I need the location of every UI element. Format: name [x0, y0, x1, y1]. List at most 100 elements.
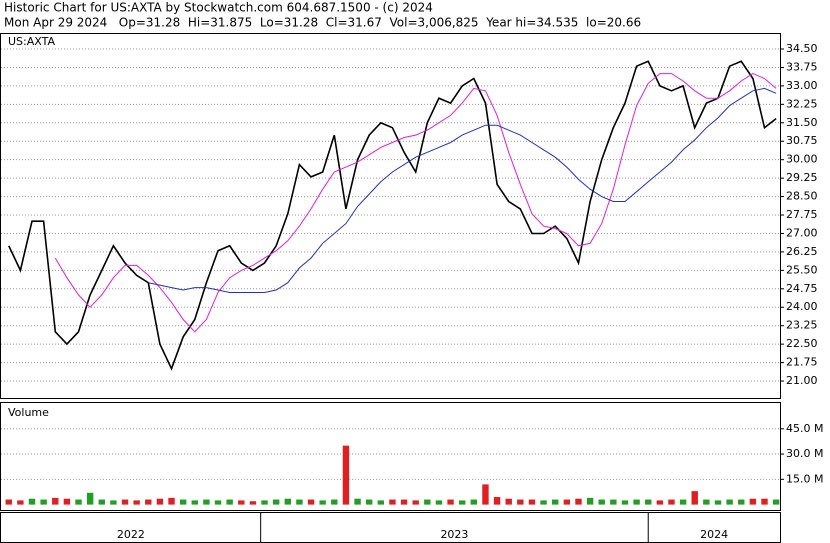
volume-bar: [459, 500, 466, 505]
quote-line: Mon Apr 29 2024 Op=31.28 Hi=31.875 Lo=31…: [4, 16, 641, 30]
y-tick-label: 24.00: [786, 300, 818, 313]
volume-bar: [691, 491, 698, 505]
volume-bar: [214, 500, 222, 505]
y-tick-label: 27.75: [786, 208, 818, 221]
volume-bar: [389, 499, 396, 505]
volume-bar: [40, 499, 47, 505]
volume-bar: [284, 498, 291, 505]
volume-bar: [424, 499, 431, 505]
volume-bar: [5, 499, 12, 505]
volume-bar: [17, 500, 24, 505]
volume-bar: [540, 500, 547, 505]
volume-bar: [586, 497, 594, 505]
volume-bar: [75, 499, 82, 505]
y-tick-label: 24.75: [786, 282, 818, 295]
volume-bar: [528, 499, 536, 505]
volume-bar: [238, 500, 245, 505]
y-tick-label: 26.25: [786, 245, 818, 258]
volume-bar: [679, 499, 687, 505]
volume-bar: [633, 499, 640, 505]
volume-bar: [86, 492, 94, 505]
x-tick-label: 2022: [117, 528, 145, 541]
moving-average-line: [148, 87, 777, 293]
symbol-label: US:AXTA: [8, 35, 55, 48]
moving-average-line: [54, 73, 777, 333]
price-line: [8, 60, 777, 371]
volume-bar: [168, 497, 175, 505]
volume-bar: [505, 498, 512, 505]
volume-bar: [493, 497, 501, 505]
y-tick-label: 45.0 M: [786, 422, 823, 435]
volume-panel-frame: [0, 402, 781, 511]
y-tick-label: 30.0 M: [786, 447, 823, 460]
volume-bar: [552, 499, 559, 505]
volume-bar: [121, 499, 129, 505]
volume-bar: [621, 500, 629, 505]
volume-bar: [145, 499, 152, 505]
volume-bar: [296, 499, 303, 505]
volume-bar: [598, 499, 605, 505]
volume-bar: [261, 500, 268, 505]
volume-bar: [645, 499, 652, 505]
volume-bar: [575, 498, 582, 505]
y-tick-label: 30.00: [786, 153, 818, 166]
y-tick-label: 34.50: [786, 42, 818, 55]
volume-bar: [179, 499, 187, 505]
volume-bar: [726, 499, 733, 505]
volume-bar: [98, 499, 105, 505]
volume-bar: [63, 498, 71, 505]
x-tick-label: 2023: [440, 528, 468, 541]
volume-bar: [272, 499, 280, 505]
volume-bar: [470, 499, 478, 505]
volume-bar: [226, 499, 233, 505]
volume-bar: [28, 498, 36, 505]
price-panel-frame: [0, 33, 781, 399]
volume-bar: [133, 500, 140, 505]
y-tick-label: 27.00: [786, 226, 818, 239]
volume-bar: [331, 499, 338, 505]
y-tick-label: 28.50: [786, 190, 818, 203]
volume-bar: [400, 499, 408, 505]
volume-bar: [365, 499, 373, 505]
y-tick-label: 31.50: [786, 116, 818, 129]
volume-bar: [354, 498, 361, 505]
y-tick-label: 21.75: [786, 356, 818, 369]
volume-bar: [772, 499, 780, 505]
y-tick-label: 21.00: [786, 374, 818, 387]
volume-bar: [447, 499, 454, 505]
volume-bar: [191, 500, 198, 505]
y-tick-label: 30.75: [786, 134, 818, 147]
volume-bar: [517, 499, 524, 505]
volume-bar: [482, 484, 489, 505]
chart-header-title: Historic Chart for US:AXTA by Stockwatch…: [4, 1, 433, 15]
y-tick-label: 29.25: [786, 171, 818, 184]
volume-bar: [203, 499, 210, 505]
y-tick-label: 23.25: [786, 319, 818, 332]
volume-bar: [249, 501, 257, 505]
volume-bar: [412, 500, 419, 505]
volume-bar: [610, 499, 617, 505]
volume-label: Volume: [8, 406, 49, 419]
volume-bar: [435, 500, 443, 505]
volume-bar: [749, 498, 757, 505]
volume-bar: [156, 498, 164, 505]
volume-bar: [656, 500, 664, 505]
volume-bar: [52, 497, 59, 505]
volume-bar: [319, 500, 326, 505]
volume-bar: [703, 499, 710, 505]
volume-bar: [761, 498, 768, 505]
x-tick-label: 2024: [700, 528, 728, 541]
volume-bar: [668, 499, 675, 505]
y-tick-label: 33.00: [786, 79, 818, 92]
volume-bar: [714, 500, 722, 505]
y-tick-label: 22.50: [786, 337, 818, 350]
y-tick-label: 32.25: [786, 97, 818, 110]
y-tick-label: 15.0 M: [786, 472, 823, 485]
volume-bar: [738, 499, 745, 505]
y-tick-label: 33.75: [786, 60, 818, 73]
volume-bar: [377, 500, 385, 505]
volume-bar: [307, 499, 315, 505]
volume-bar: [110, 500, 117, 505]
